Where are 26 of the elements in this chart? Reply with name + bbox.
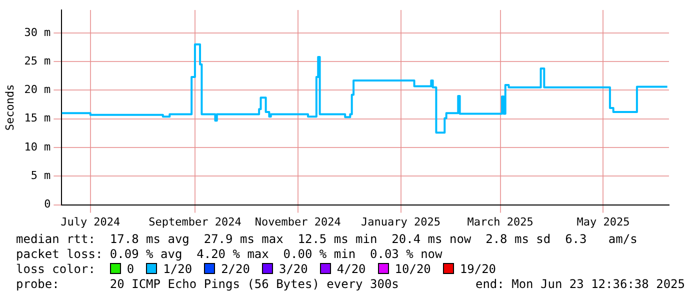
legend-label: 10/20 <box>394 262 431 276</box>
text: packet loss: 0.09 % avg 4.20 % max 0.00 % min 0.03 % now <box>16 247 444 262</box>
legend-label: 4/20 <box>336 262 366 276</box>
y-tick-label: 25 m <box>24 54 52 68</box>
legend-label: 2/20 <box>221 262 250 276</box>
y-axis-title: Seconds <box>3 84 16 131</box>
x-tick-label: January 2025 <box>361 215 441 228</box>
text: probe: 20 ICMP Echo Pings (56 Bytes) every 300s <box>16 277 399 292</box>
x-tick-label: March 2025 <box>467 215 534 228</box>
legend-label: 1/20 <box>163 262 192 276</box>
y-tick-label: 5 m <box>30 169 52 182</box>
x-tick-label: July 2024 <box>60 215 121 228</box>
text: end: Mon Jun 23 12:36:38 2025 <box>475 277 685 292</box>
x-tick-label: September 2024 <box>148 215 242 228</box>
y-tick-label: 20 m <box>24 83 52 96</box>
x-tick-label: May 2025 <box>576 215 630 228</box>
y-tick-label: 15 m <box>24 112 52 125</box>
y-tick-label: 0 <box>44 198 51 211</box>
y-tick-label: 30 m <box>24 26 52 39</box>
legend-label: 19/20 <box>460 262 496 276</box>
text: median rtt: 17.8 ms avg 27.9 ms max 12.5 ms min 20.4 ms now 2.8 ms sd 6.3 am/s <box>16 232 638 247</box>
legend-label: 0 <box>126 262 134 276</box>
legend-title: loss color: <box>16 262 96 276</box>
x-tick-label: November 2024 <box>254 215 342 228</box>
y-tick-label: 10 m <box>24 140 52 154</box>
legend-label: 3/20 <box>278 262 308 276</box>
